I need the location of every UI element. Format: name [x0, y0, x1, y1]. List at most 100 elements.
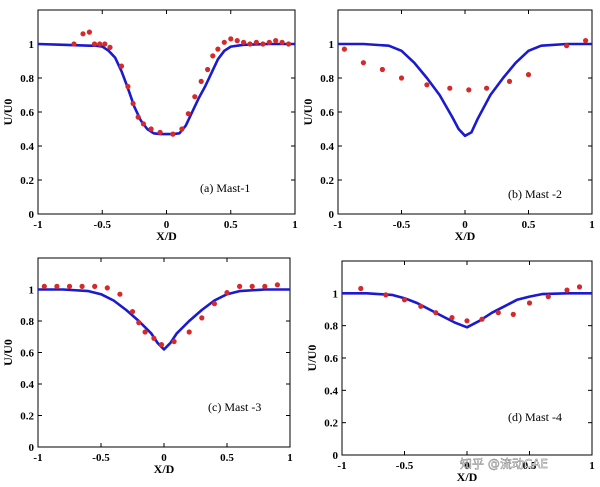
axes-frame: [341, 260, 593, 456]
y-tick-label: 0.6: [324, 353, 338, 365]
data-point-experiment: [91, 41, 98, 47]
data-point-experiment: [215, 46, 221, 52]
data-point-experiment: [179, 126, 185, 132]
panel-annotation: (b) Mast -2: [508, 187, 562, 201]
data-point-experiment: [170, 131, 176, 137]
data-point-experiment: [171, 338, 177, 345]
x-tick-label: 0.5: [523, 460, 537, 472]
data-point-experiment: [247, 41, 253, 47]
x-tick-label: 1: [589, 219, 595, 231]
panel-annotation: (c) Mast -3: [208, 400, 261, 414]
data-point-experiment: [148, 126, 154, 132]
x-tick-label: 0.5: [224, 219, 238, 231]
data-point-experiment: [495, 310, 501, 316]
x-axis-label: X/D: [455, 229, 476, 243]
data-point-experiment: [484, 85, 490, 91]
data-point-experiment: [583, 38, 589, 44]
y-tick-label: 0.8: [324, 321, 338, 333]
data-point-experiment: [142, 329, 148, 335]
chart-panel-1: -1 -0.5 0 0.5 1 0 0.2 0.4 0.6 0.8 1 X/D U/U0 (a) Mast…: [1, 9, 298, 243]
data-point-experiment: [92, 283, 98, 289]
data-point-experiment: [424, 82, 430, 88]
x-tick-label: 0.5: [220, 452, 234, 464]
data-point-experiment: [274, 282, 280, 288]
chart-panel-2: -1 -0.5 0 0.5 1 0 0.2 0.4 0.6 0.8 1 X/D U/U0 (b) Mast…: [301, 9, 595, 243]
data-point-experiment: [224, 290, 230, 296]
data-point-experiment: [234, 38, 240, 44]
data-point-experiment: [358, 285, 364, 292]
data-point-experiment: [506, 78, 513, 84]
data-point-experiment: [479, 316, 485, 322]
data-point-experiment: [158, 342, 165, 348]
data-point-experiment: [198, 78, 204, 84]
data-point-experiment: [210, 53, 216, 59]
x-axis-label: X/D: [457, 470, 478, 484]
y-axis-label: U/U0: [301, 99, 315, 126]
y-axis-label: U/U0: [305, 345, 319, 372]
series-line-simulation: [338, 42, 592, 138]
data-point-experiment: [253, 39, 259, 45]
x-tick-label: -0.5: [396, 460, 414, 472]
data-point-experiment: [241, 39, 247, 45]
data-point-experiment: [71, 41, 77, 47]
y-tick-label: 0.6: [20, 107, 34, 119]
x-tick-label: -1: [33, 219, 42, 231]
data-point-experiment: [102, 41, 108, 47]
data-point-experiment: [447, 85, 453, 91]
data-point-experiment: [125, 83, 131, 90]
data-point-experiment: [266, 39, 272, 45]
x-tick-label: 0.5: [522, 219, 536, 231]
data-point-experiment: [104, 285, 110, 291]
data-point-experiment: [221, 39, 227, 45]
x-axis-label: X/D: [156, 229, 177, 243]
data-point-experiment: [564, 287, 570, 293]
y-tick-label: 0.4: [20, 141, 34, 153]
data-point-experiment: [383, 292, 389, 298]
data-point-experiment: [262, 283, 268, 289]
data-point-experiment: [186, 329, 192, 335]
data-point-experiment: [136, 320, 142, 326]
data-point-experiment: [140, 121, 146, 127]
data-point-experiment: [117, 291, 123, 297]
x-tick-label: -1: [337, 460, 346, 472]
data-point-experiment: [279, 39, 285, 45]
y-tick-label: 0.8: [320, 73, 334, 85]
y-tick-label: 0.4: [320, 141, 334, 153]
data-point-experiment: [576, 284, 583, 290]
x-tick-label: -0.5: [94, 219, 112, 231]
panel-annotation: (a) Mast-1: [200, 181, 250, 195]
series-line-simulation: [342, 291, 592, 329]
y-tick-label: 0.4: [324, 385, 338, 397]
x-tick-label: 0: [164, 219, 170, 231]
chart-panel-4: -1 -0.5 0 0.5 1 0 0.2 0.4 0.6 0.8 1 X/D U/U0 (d) Mast…: [305, 260, 595, 484]
data-point-experiment: [80, 31, 86, 37]
data-point-experiment: [564, 43, 570, 49]
x-tick-label: 1: [589, 460, 595, 472]
x-axis-label: X/D: [154, 462, 175, 476]
data-point-experiment: [341, 46, 347, 52]
data-point-experiment: [130, 100, 136, 107]
data-point-experiment: [97, 41, 103, 47]
y-tick-label: 1: [29, 285, 35, 297]
y-tick-label: 0.2: [20, 411, 34, 423]
data-point-experiment: [151, 335, 157, 341]
data-point-experiment: [157, 129, 163, 135]
data-point-experiment: [449, 315, 455, 321]
panel-annotation: (d) Mast -4: [508, 410, 562, 424]
y-tick-label: 0.2: [320, 175, 334, 187]
data-point-experiment: [228, 36, 234, 42]
y-tick-label: 1: [29, 39, 35, 51]
x-tick-label: 1: [287, 452, 293, 464]
data-point-experiment: [360, 60, 366, 66]
data-point-experiment: [107, 44, 113, 51]
y-tick-label: 0.6: [320, 107, 334, 119]
data-point-experiment: [464, 318, 470, 324]
y-tick-label: 0.2: [20, 175, 34, 187]
data-point-experiment: [211, 301, 217, 307]
data-point-experiment: [185, 111, 191, 117]
data-point-experiment: [41, 283, 47, 289]
data-point-experiment: [260, 41, 266, 47]
y-tick-label: 0.2: [324, 418, 338, 430]
y-tick-label: 0.8: [20, 73, 34, 85]
